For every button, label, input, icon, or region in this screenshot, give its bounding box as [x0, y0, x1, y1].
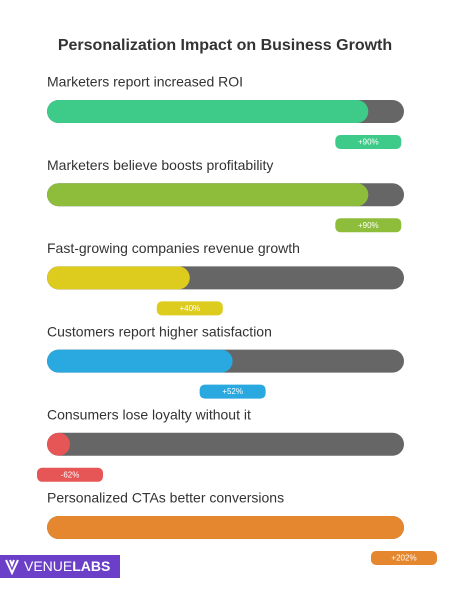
track	[47, 432, 404, 456]
value-label: -62%	[61, 470, 80, 479]
bar	[47, 266, 190, 290]
category-label: Consumers lose loyalty without it	[47, 407, 251, 423]
value-label: +90%	[358, 221, 379, 230]
bar	[47, 516, 404, 539]
category-label: Customers report higher satisfaction	[47, 323, 272, 339]
value-pill	[335, 135, 402, 149]
logo-icon	[5, 559, 19, 576]
value-label: +52%	[222, 387, 243, 396]
category-label: Fast-growing companies revenue growth	[47, 240, 300, 256]
logo-text-light: VENUE	[24, 558, 72, 574]
value-pill	[371, 551, 437, 565]
bar	[47, 432, 70, 456]
logo-text-bold: LABS	[72, 558, 110, 574]
logo-text: VENUELABS	[24, 558, 110, 574]
bar	[47, 183, 369, 207]
value-label: +202%	[391, 554, 416, 563]
value-label: +90%	[358, 138, 379, 147]
category-label: Marketers believe boosts profitability	[47, 157, 273, 173]
bar	[47, 100, 369, 123]
value-pill	[335, 218, 402, 233]
value-pill	[156, 301, 223, 316]
value-label: +40%	[179, 304, 200, 313]
category-label: Personalized CTAs better conversions	[47, 490, 284, 506]
chart-title: Personalization Impact on Business Growt…	[58, 37, 392, 54]
category-label: Marketers report increased ROI	[47, 74, 243, 90]
bar	[47, 349, 233, 373]
logo-background	[0, 555, 120, 578]
value-pill	[199, 384, 266, 399]
logo: VENUELABS	[0, 555, 120, 578]
value-pill	[37, 467, 103, 482]
